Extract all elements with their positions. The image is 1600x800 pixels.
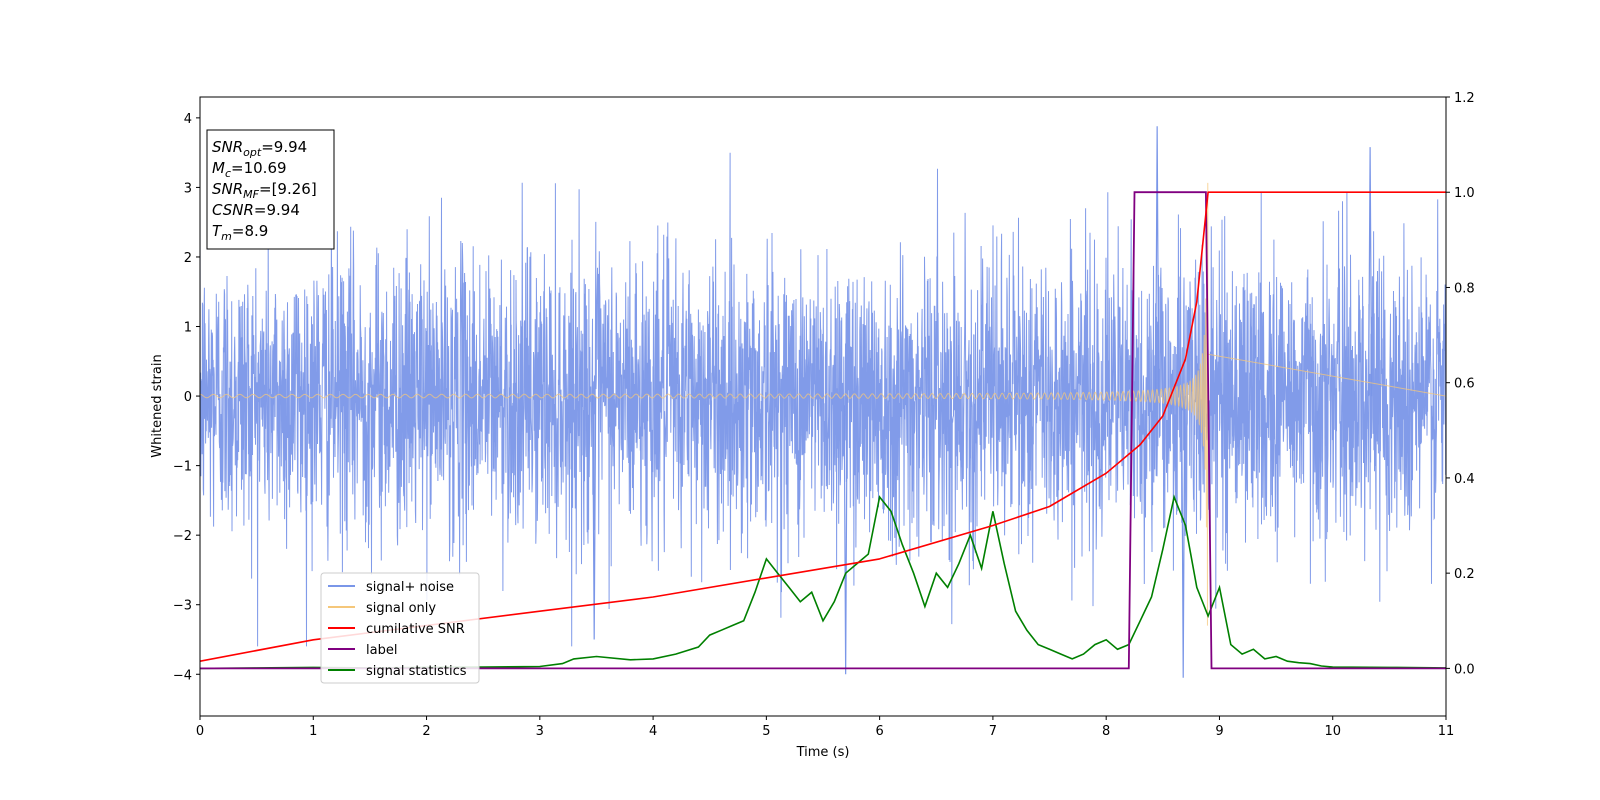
noise-peak-2 <box>1181 396 1186 678</box>
axes: 0 1 2 3 4 5 6 7 8 9 10 1143210−1−2−3−41.21.00.80.60… <box>173 91 1475 739</box>
annotation-line-2: SNRMF=[9.26] <box>212 180 317 201</box>
signal-plus-noise-line <box>200 152 1446 647</box>
y2-tick-label-4: 0.4 <box>1454 472 1475 487</box>
series-label <box>200 191 1446 670</box>
legend-label-0: signal+ noise <box>366 580 454 595</box>
y2-tick-label-1: 1.0 <box>1454 186 1475 201</box>
x-tick-label-5: 5 <box>762 724 770 739</box>
annotation-box: SNRopt=9.94Mc=10.69SNRMF=[9.26]CSNR=9.94… <box>206 129 335 250</box>
cumulative-snr-line <box>200 191 1446 662</box>
noise-peak-0 <box>1155 126 1160 397</box>
annotation-line-0: SNRopt=9.94 <box>212 138 307 159</box>
x-tick-label-9: 9 <box>1215 724 1223 739</box>
legend-label-2: cumilative SNR <box>366 622 465 637</box>
annotation-line-3: CSNR=9.94 <box>212 201 300 219</box>
y2-tick-label-2: 0.8 <box>1454 281 1475 296</box>
x-tick-label-8: 8 <box>1102 724 1110 739</box>
annotation-line-4: Tm=8.9 <box>212 222 268 243</box>
noise-peak-1 <box>1368 147 1373 397</box>
signal-statistics-line <box>200 494 1446 670</box>
x-tick-label-2: 2 <box>422 724 430 739</box>
x-tick-label-0: 0 <box>196 724 204 739</box>
series-signal-only <box>200 182 1446 626</box>
y-tick-label-4: 0 <box>184 390 192 405</box>
legend: signal+ noise signal only cumilative SNR la… <box>320 572 480 684</box>
signal-only-line <box>200 182 1446 626</box>
x-tick-label-7: 7 <box>989 724 997 739</box>
series-cumulative-snr <box>200 191 1446 662</box>
x-tick-label-1: 1 <box>309 724 317 739</box>
x-tick-label-4: 4 <box>649 724 657 739</box>
legend-label-3: label <box>366 643 397 658</box>
y-tick-label-5: −1 <box>173 460 192 475</box>
noise-peak-4 <box>592 396 597 640</box>
plot-area <box>200 126 1446 678</box>
y-tick-label-2: 2 <box>184 251 192 266</box>
legend-label-1: signal only <box>366 601 436 616</box>
y-axis-label: Whitened strain <box>150 354 165 457</box>
x-tick-label-3: 3 <box>536 724 544 739</box>
y-tick-label-3: 1 <box>184 321 192 336</box>
x-tick-label-11: 11 <box>1438 724 1455 739</box>
label-line <box>200 191 1446 670</box>
y-tick-label-6: −2 <box>173 529 192 544</box>
x-tick-label-10: 10 <box>1324 724 1341 739</box>
annotation-line-1: Mc=10.69 <box>212 159 287 180</box>
legend-label-4: signal statistics <box>366 664 467 679</box>
y2-tick-label-6: 0.0 <box>1454 662 1475 677</box>
x-tick-label-6: 6 <box>875 724 883 739</box>
y2-tick-label-0: 1.2 <box>1454 91 1475 106</box>
y-tick-label-8: −4 <box>173 668 192 683</box>
y2-tick-label-3: 0.6 <box>1454 377 1475 392</box>
plot-frame <box>199 96 1447 717</box>
y2-tick-label-5: 0.2 <box>1454 567 1475 582</box>
y-tick-label-7: −3 <box>173 599 192 614</box>
series-signal-statistics <box>200 494 1446 670</box>
y-tick-label-1: 3 <box>184 181 192 196</box>
y-tick-label-0: 4 <box>184 112 192 127</box>
x-axis-label: Time (s) <box>796 745 850 760</box>
